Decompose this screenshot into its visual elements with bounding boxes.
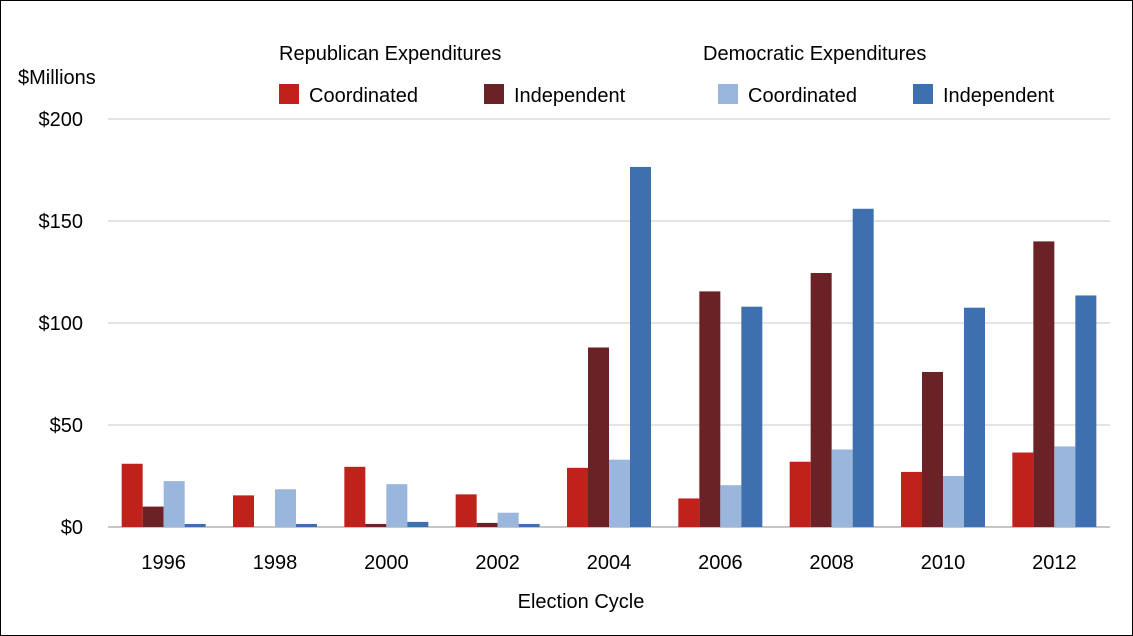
bar (386, 484, 408, 527)
bar (789, 461, 811, 527)
x-tick-label: 1998 (253, 552, 298, 574)
y-axis-ticks: $0 $50 $100 $150 $200 (39, 109, 84, 539)
bar (275, 489, 296, 527)
bar (741, 306, 763, 527)
bar (142, 506, 164, 527)
legend-group-title: Democratic Expenditures (703, 43, 926, 65)
bar (163, 481, 185, 527)
bar (365, 523, 387, 527)
legend-swatch (718, 84, 738, 104)
bar (922, 371, 943, 527)
bar (901, 471, 922, 527)
x-tick-label: 2000 (364, 552, 409, 574)
bar (184, 523, 206, 527)
x-tick-label: 2006 (698, 552, 743, 574)
bar (630, 166, 651, 527)
legend-label: Coordinated (309, 85, 418, 107)
x-axis-ticks: 1996 1998 2000 2002 2004 2006 2008 2010 2012 (141, 552, 1076, 574)
y-tick-label: $50 (50, 415, 83, 437)
x-tick-label: 2004 (587, 552, 632, 574)
legend-swatch (279, 84, 299, 104)
y-tick-label: $150 (39, 211, 84, 233)
legend-label: Independent (943, 85, 1055, 107)
bar (588, 347, 609, 527)
bar (831, 449, 853, 527)
bar (344, 466, 366, 527)
y-tick-label: $200 (39, 109, 84, 131)
bar (609, 459, 630, 527)
x-tick-label: 2008 (809, 552, 854, 574)
bar (567, 467, 588, 527)
bar (1012, 452, 1034, 527)
bar (943, 476, 964, 527)
bar (497, 512, 519, 527)
legend: Republican Expenditures Coordinated Indepe… (279, 43, 1055, 107)
bar (1075, 295, 1097, 527)
bar (699, 291, 721, 527)
bar (233, 495, 254, 527)
y-tick-label: $0 (61, 517, 83, 539)
legend-label: Coordinated (748, 85, 857, 107)
bar (1054, 446, 1076, 527)
x-tick-label: 2002 (475, 552, 520, 574)
bar (407, 521, 429, 527)
legend-swatch (484, 84, 504, 104)
bar (296, 523, 317, 527)
bar (121, 463, 143, 527)
y-axis-label: $Millions (18, 67, 96, 89)
x-axis-label: Election Cycle (518, 591, 645, 613)
legend-label: Independent (514, 85, 626, 107)
legend-swatch (913, 84, 933, 104)
bar (678, 498, 700, 527)
bars (121, 166, 1097, 527)
bar (476, 522, 498, 527)
bar (1033, 241, 1055, 527)
bar (455, 494, 477, 527)
legend-group-title: Republican Expenditures (279, 43, 501, 65)
y-tick-label: $100 (39, 313, 84, 335)
bar (518, 523, 540, 527)
x-tick-label: 2010 (921, 552, 966, 574)
bar (810, 273, 832, 527)
x-tick-label: 2012 (1032, 552, 1077, 574)
bar (852, 208, 874, 527)
bar (720, 485, 742, 527)
x-tick-label: 1996 (141, 552, 186, 574)
bar (964, 307, 985, 527)
